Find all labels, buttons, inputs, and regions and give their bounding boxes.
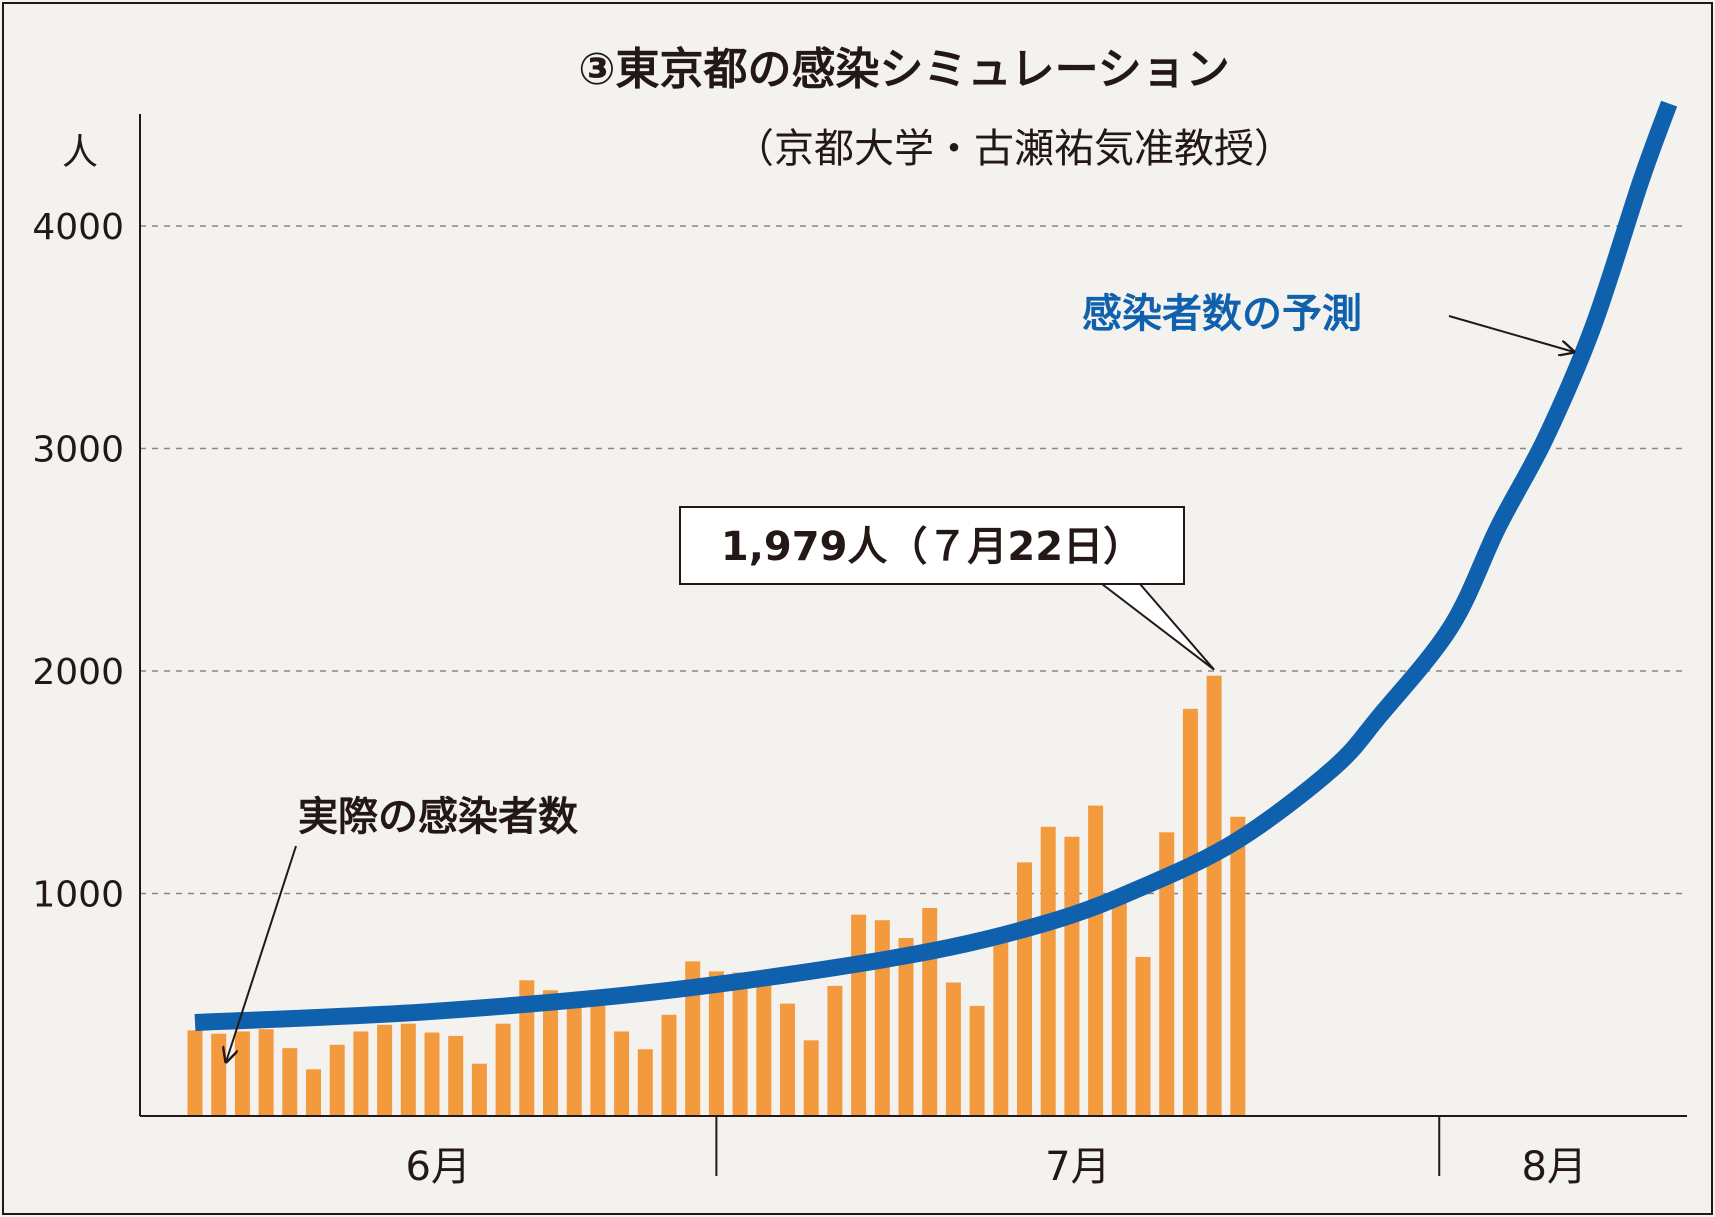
bar (969, 1005, 985, 1116)
month-label: 7月 (1045, 1144, 1110, 1190)
y-tick-label: 1000 (32, 875, 124, 916)
chart-subtitle: （京都大学・古瀬祐気准教授） (734, 126, 1294, 172)
bar (282, 1048, 298, 1116)
bar (329, 1044, 345, 1116)
y-tick-label: 3000 (32, 430, 124, 471)
bar (211, 1033, 227, 1116)
bar (922, 907, 938, 1116)
bar (1182, 708, 1198, 1116)
x-axis-months: 6月 7月 8月 (405, 1116, 1587, 1190)
bar (874, 920, 890, 1116)
bar (827, 985, 843, 1116)
bar (448, 1035, 464, 1116)
bar (732, 972, 748, 1116)
bar (1017, 862, 1032, 1116)
forecast-line (194, 100, 1678, 1032)
bar (424, 1032, 440, 1116)
bar (803, 1040, 819, 1116)
bar (1230, 816, 1246, 1116)
bar (1159, 832, 1175, 1116)
month-label: 6月 (405, 1144, 470, 1190)
callout-pointer (1099, 583, 1215, 671)
bar (898, 938, 914, 1116)
chart-title: ③東京都の感染シミュレーション (578, 44, 1230, 95)
bar (1111, 894, 1127, 1116)
bar (1088, 805, 1104, 1116)
forecast-annotation: 感染者数の予測 (1082, 291, 1362, 337)
y-tick-label: 4000 (32, 207, 124, 248)
bar (945, 982, 961, 1116)
bar (1064, 836, 1080, 1116)
bar (400, 1023, 416, 1116)
bar (780, 1003, 795, 1116)
forecast-annotation-arrow (1448, 315, 1574, 352)
bar (708, 971, 724, 1116)
bar (234, 1031, 250, 1116)
bar (258, 1029, 274, 1116)
bar (566, 993, 582, 1116)
y-tick-label: 2000 (32, 652, 124, 693)
callout-box (679, 506, 1185, 585)
bar (590, 1005, 606, 1116)
bar (306, 1069, 321, 1116)
y-axis-ticks: 1000 2000 3000 4000 (32, 207, 124, 916)
bar (614, 1031, 630, 1116)
bar (1040, 826, 1056, 1116)
peak-callout: 1,979人（７月22日） (679, 506, 1215, 671)
bar (471, 1063, 487, 1116)
bar (1206, 675, 1222, 1116)
bar (377, 1024, 393, 1116)
y-unit-label: 人 (62, 132, 98, 173)
bar (661, 1014, 677, 1116)
bar (1135, 956, 1151, 1116)
bar (543, 990, 558, 1116)
callout-text: 1,979人（７月22日） (721, 524, 1143, 570)
bar-series-actual (187, 675, 1246, 1116)
bar (851, 914, 867, 1116)
bar (637, 1049, 653, 1116)
actual-annotation: 実際の感染者数 (298, 794, 578, 840)
bar (756, 975, 772, 1116)
bar (353, 1031, 369, 1116)
bar (187, 1030, 203, 1116)
bar (519, 980, 535, 1116)
bar (993, 933, 1009, 1116)
actual-annotation-arrow (226, 845, 297, 1062)
month-label: 8月 (1521, 1144, 1586, 1190)
gridlines (140, 225, 1687, 895)
bar (685, 961, 701, 1116)
chart-svg: ③東京都の感染シミュレーション （京都大学・古瀬祐気准教授） 人 1000 200… (32, 44, 1687, 1190)
bar (495, 1023, 511, 1116)
